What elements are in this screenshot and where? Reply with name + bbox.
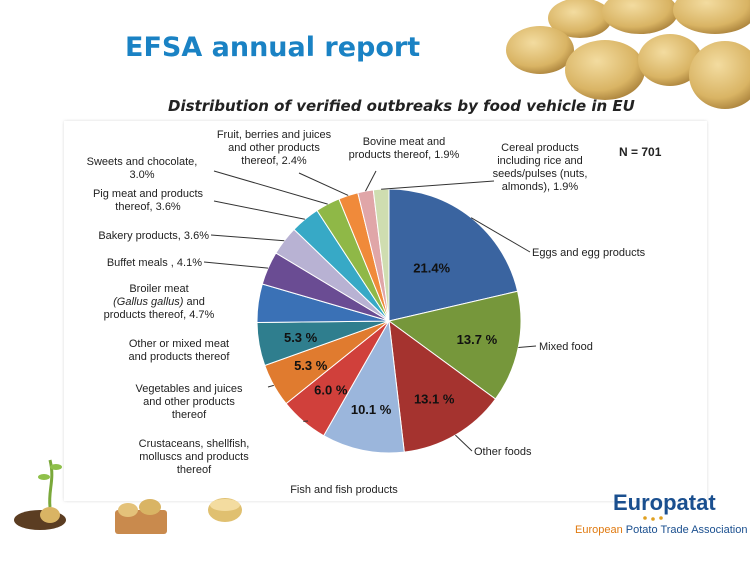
slice-percent-label: 5.3 %: [284, 330, 318, 345]
slice-category-label: Broiler meat (Gallus gallus) and products …: [104, 283, 215, 321]
leader-line: [210, 234, 285, 242]
slice-category-label: Other foods: [474, 446, 532, 458]
slice-category-label: Mixed food: [539, 341, 593, 353]
pie-slice: [322, 319, 405, 454]
association-name: European Potato Trade Association: [575, 524, 748, 536]
leader-line: [213, 200, 305, 220]
europatat-wordmark: Europatat: [613, 490, 716, 515]
slice-percent-label: 13.1 %: [414, 392, 455, 407]
sample-size-annotation: N = 701: [619, 145, 662, 159]
slice-percent-label: 10.1 %: [351, 402, 392, 417]
potatoes-photo: [506, 0, 750, 109]
europatat-logo: Europatat: [613, 490, 716, 521]
slice-category-label: Buffet meals , 4.1%: [107, 257, 202, 269]
slice-percent-label: 5.3 %: [294, 358, 328, 373]
slice-category-label: Eggs and egg products: [532, 247, 646, 259]
leader-line: [298, 172, 349, 196]
slice-percent-label: 21.4%: [413, 260, 450, 275]
leader-line: [213, 170, 328, 205]
slice-category-label: Sweets and chocolate, 3.0%: [87, 156, 198, 181]
leader-line: [381, 180, 495, 190]
leader-line: [455, 434, 473, 452]
slide-title: EFSA annual report: [125, 32, 421, 63]
slice-category-label: Fruit, berries and juices and other produ…: [217, 129, 332, 167]
slice-percent-label: 6.0 %: [314, 382, 348, 397]
vegetable-illustrations: [14, 459, 242, 534]
slice-percent-label: 13.7 %: [457, 332, 498, 347]
pie-chart: 21.4% 13.7 % 13.1 % 10.1 %6.0 % 5.3 % 5.3 % E…: [87, 129, 662, 496]
pie-slice: [388, 319, 497, 453]
chart-title: Distribution of verified outbreaks by fo…: [168, 97, 635, 115]
leader-line: [203, 261, 269, 269]
leader-line: [518, 345, 537, 348]
slice-category-label: Pig meat and products thereof, 3.6%: [93, 188, 204, 213]
leader-line: [267, 384, 274, 388]
slice-category-label: Bovine meat and products thereof, 1.9%: [349, 136, 460, 161]
slice-category-label: Fish and fish products: [290, 484, 398, 496]
leader-line: [365, 170, 377, 192]
slice-category-label: Other or mixed meat and products thereof: [129, 338, 231, 363]
slice-category-label: Vegetables and juices and other products t…: [135, 383, 243, 421]
slice-category-label: Cereal products including rice and seeds/p…: [493, 142, 588, 193]
slice-category-label: Crustaceans, shellfish, molluscs and prod…: [139, 438, 250, 476]
leader-line: [470, 217, 531, 253]
slice-category-label: Bakery products, 3.6%: [98, 230, 209, 242]
